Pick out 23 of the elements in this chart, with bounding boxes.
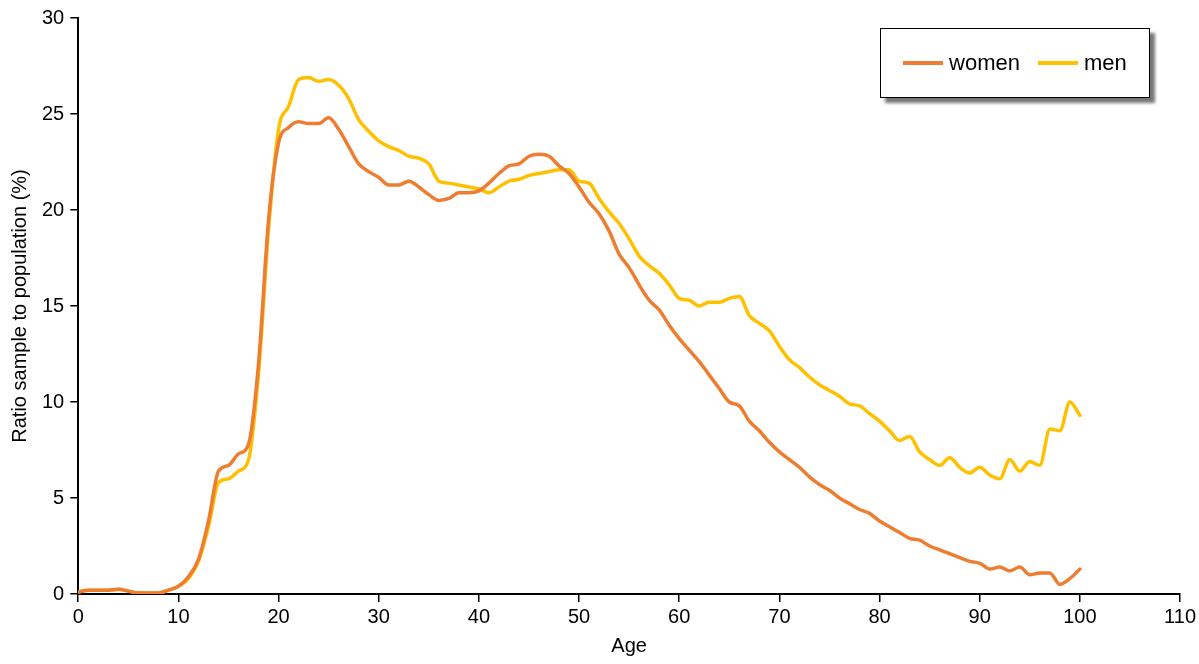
y-tick-label: 0 (53, 581, 65, 604)
x-tick-label: 30 (367, 604, 390, 627)
x-tick-label: 90 (968, 604, 991, 627)
y-axis-title: Ratio sample to population (%) (7, 169, 30, 443)
y-tick-label: 15 (42, 293, 65, 316)
y-tick-label: 25 (42, 101, 65, 124)
x-tick-label: 80 (868, 604, 891, 627)
y-tick-label: 5 (53, 485, 65, 508)
x-tick-label: 110 (1164, 604, 1196, 627)
x-tick-label: 10 (167, 604, 190, 627)
x-tick-label: 50 (567, 604, 591, 627)
x-tick-label: 0 (72, 604, 84, 627)
x-tick-label: 100 (1063, 604, 1097, 627)
y-tick-label: 10 (42, 389, 65, 412)
x-tick-label: 40 (467, 604, 491, 627)
legend-label: men (1083, 50, 1127, 76)
x-tick-label: 20 (267, 604, 290, 627)
x-axis-title: Age (611, 633, 647, 656)
y-tick-label: 20 (42, 197, 65, 220)
x-tick-label: 60 (668, 604, 691, 627)
x-tick-label: 70 (768, 604, 791, 627)
legend-label: women (949, 50, 1020, 76)
y-tick-label: 30 (42, 5, 65, 28)
